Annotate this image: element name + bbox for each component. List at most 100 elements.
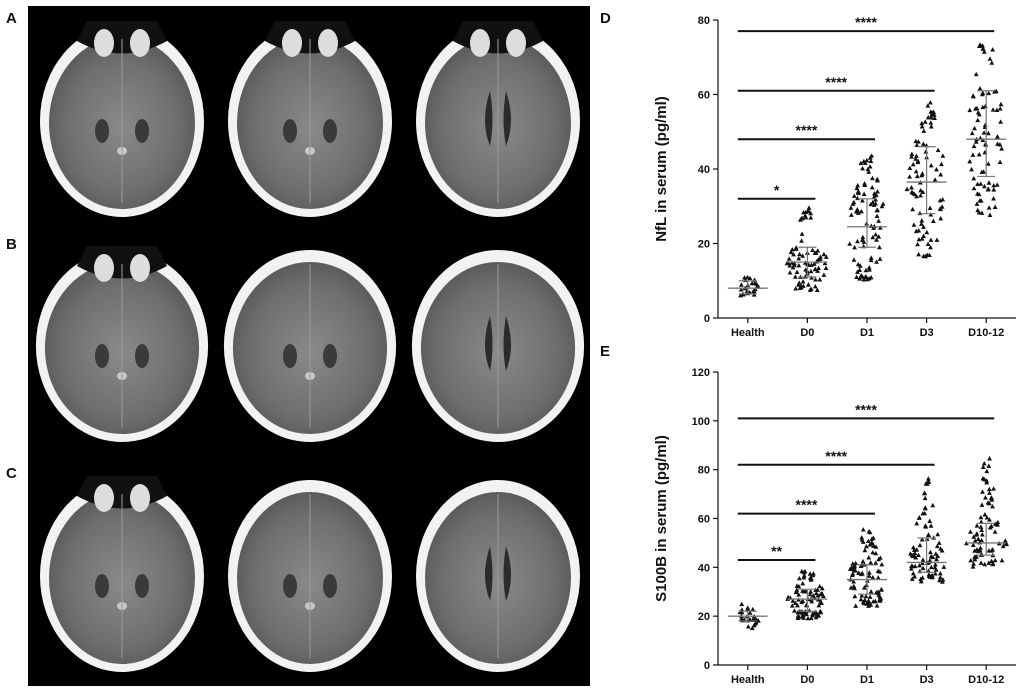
data-point [991,187,997,192]
data-point [879,561,885,567]
data-point [913,168,919,174]
y-tick-label: 100 [692,416,710,428]
data-point [918,192,923,198]
data-point [874,259,879,264]
data-point [912,574,918,579]
significance-label: **** [825,74,847,90]
data-point [863,273,869,279]
data-point [852,244,857,250]
ct-slice [228,480,392,672]
data-point [980,43,985,48]
data-point [921,233,926,239]
chart-nfl-serum: 0 20 40 60 80 NfL in serum (pg/ml) Health D0 D1 D… [653,14,1016,339]
data-point [928,212,934,217]
data-point [934,166,939,172]
y-tick-label: 80 [698,15,710,27]
data-point [870,234,876,240]
data-point [866,603,871,608]
data-point [875,189,880,194]
data-point [822,260,828,266]
data-point [870,550,876,555]
data-point [860,558,866,564]
data-point [997,142,1003,147]
data-point [909,185,914,190]
data-point [930,502,936,508]
data-point [789,603,795,608]
y-tick-label: 60 [698,514,710,526]
data-point [801,615,806,620]
data-point [986,560,992,565]
data-point [971,93,976,99]
data-point [796,575,802,581]
data-point [935,531,941,537]
data-point [870,175,875,181]
data-point [921,128,927,133]
data-point [977,86,983,91]
data-point [992,529,998,534]
data-point [981,49,987,54]
significance-label: ** [771,543,782,559]
data-point [874,213,880,218]
data-point [910,161,916,167]
data-point [815,248,821,253]
data-point [819,600,824,606]
data-point [907,174,913,179]
data-point [806,205,812,210]
data-point [867,594,873,599]
data-point [980,90,986,95]
data-point [990,561,996,566]
data-point [985,187,991,192]
data-point [747,610,753,615]
data-point [868,158,874,164]
data-point [934,237,940,242]
data-point [852,585,857,591]
data-point [823,265,829,271]
panel-label-a: A [6,10,17,27]
data-point [979,532,985,537]
data-point [808,576,814,581]
data-point [980,46,986,51]
data-point [873,550,879,556]
data-point [876,592,882,598]
data-point [930,554,936,560]
data-point [858,596,864,602]
data-point [789,246,795,252]
data-point [1000,543,1006,549]
data-point [998,119,1004,124]
data-point [919,221,924,226]
data-point [851,199,857,205]
x-tick-label: D1 [860,327,874,339]
data-point [910,553,916,559]
data-point [981,169,987,174]
ct-slice [40,476,204,672]
data-point [795,602,800,608]
data-point [984,468,990,474]
data-point [918,187,924,193]
data-point [970,152,976,157]
data-point [990,547,996,552]
data-point [999,146,1005,151]
data-point [986,463,992,468]
significance-label: **** [855,14,877,30]
data-point [788,249,794,255]
data-point [823,254,829,259]
y-tick-label: 0 [704,660,710,672]
data-point [939,579,945,584]
data-point [998,101,1004,107]
y-tick-label: 0 [704,313,710,325]
data-point [795,615,801,620]
data-point [874,603,880,608]
data-point [978,560,984,565]
data-point [807,571,813,576]
data-point [867,155,873,160]
data-point [738,287,744,292]
data-point [990,504,995,509]
data-point [980,104,986,110]
data-point [973,139,979,144]
data-point [931,112,936,117]
data-point [878,587,884,592]
data-point [798,283,804,288]
data-point [793,245,799,250]
data-point [982,561,988,567]
data-point [979,210,985,215]
